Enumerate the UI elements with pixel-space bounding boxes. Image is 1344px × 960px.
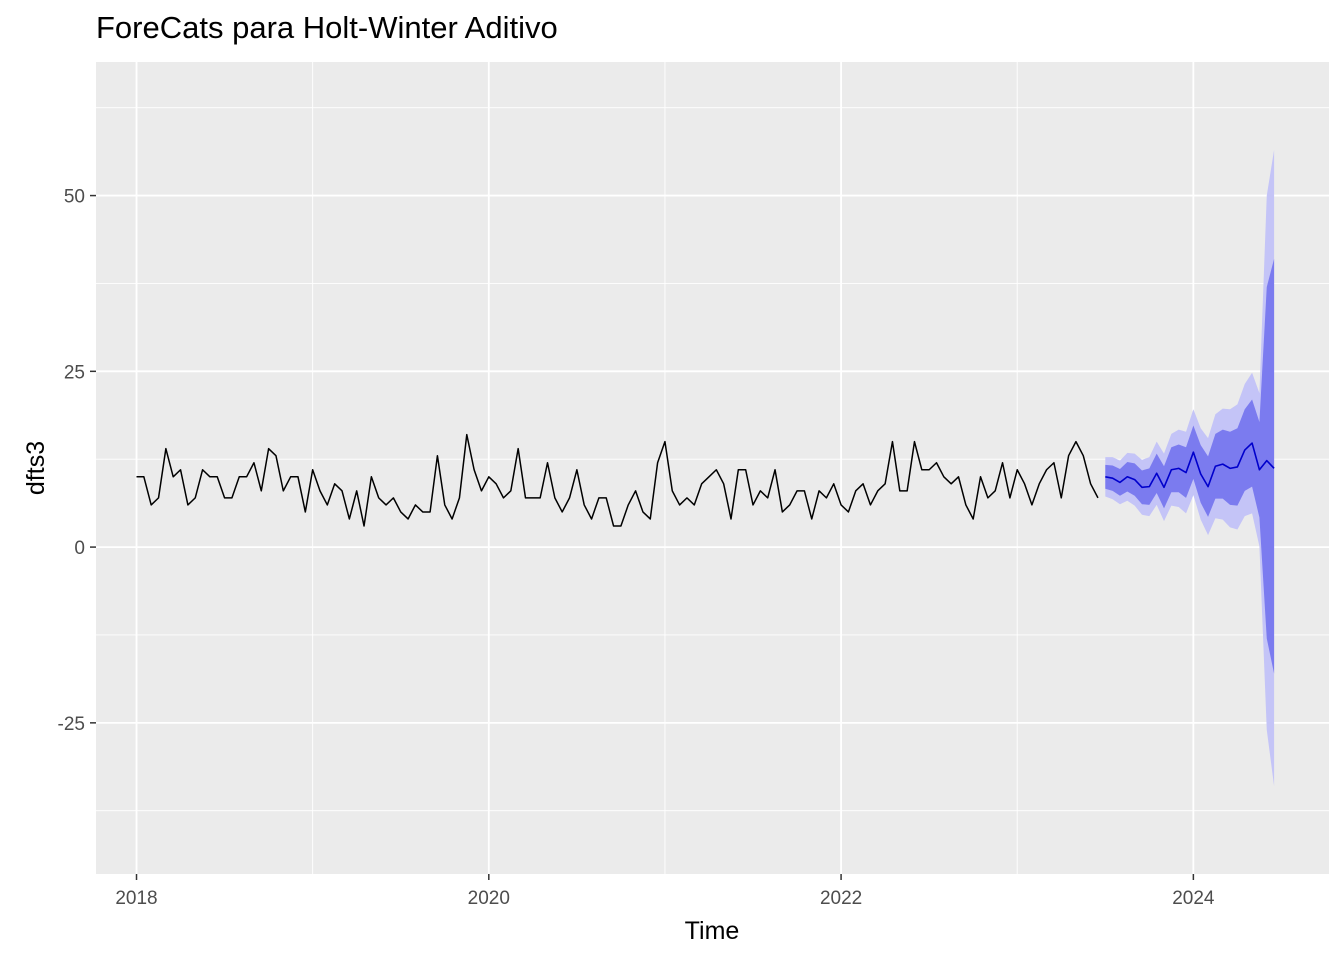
observed-line [136,433,1099,527]
series-lines [136,433,1275,527]
band-80 [1105,258,1275,674]
forecast-line [1105,442,1275,489]
grid-minor [96,62,1329,874]
x-tick-label: 2024 [1172,888,1215,909]
x-tick-label: 2020 [468,888,510,909]
y-tick-label: 50 [64,187,85,208]
y-axis: -25 0 25 50 [58,187,96,735]
chart-title: ForeCats para Holt-Winter Aditivo [96,10,558,45]
x-tick-label: 2022 [820,888,862,909]
y-tick-label: 0 [74,538,85,559]
x-tick-label: 2018 [115,888,157,909]
y-tick-label: 25 [64,362,85,383]
x-axis-title: Time [685,917,740,945]
y-tick-label: -25 [58,714,85,735]
y-axis-title: dfts3 [22,441,50,495]
band-80-area [1105,258,1275,674]
x-axis: 2018 2020 2022 2024 [115,874,1215,909]
